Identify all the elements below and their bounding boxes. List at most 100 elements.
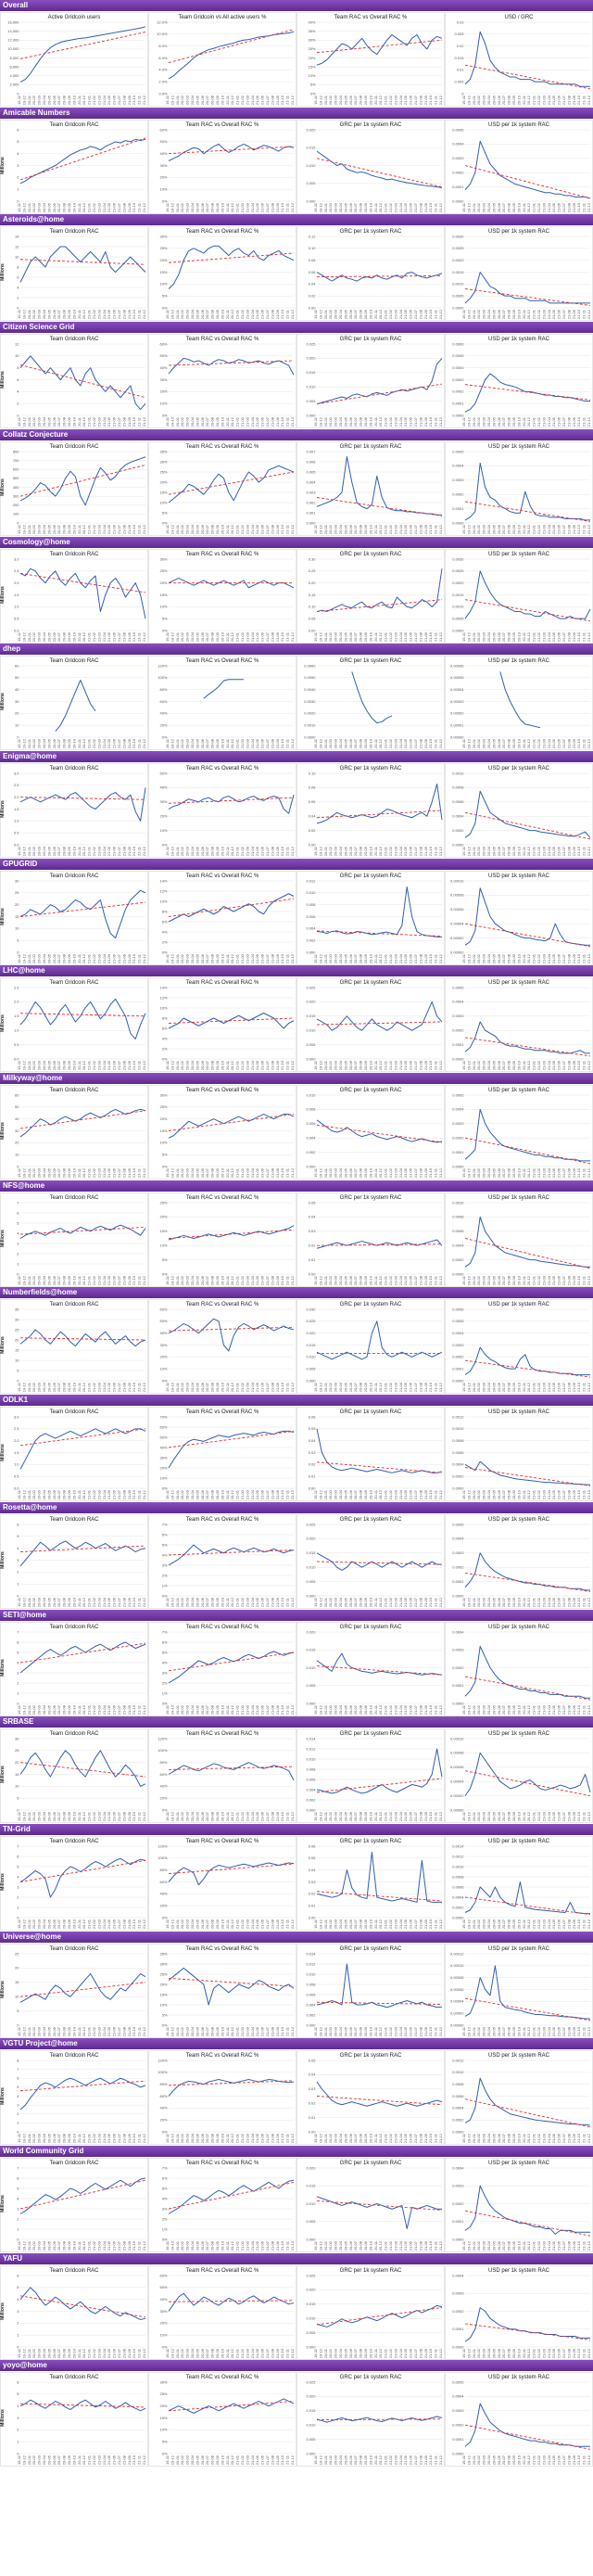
x-tick-label: 21-05 [551,2348,556,2358]
y-tick-label: 5 [17,139,19,144]
y-tick-label: 14 [15,235,19,239]
x-tick-label: 20-01 [175,2240,180,2251]
x-tick-label: 19-11 [313,1919,318,1929]
x-tick-label: 21-12 [142,95,146,105]
x-tick-label: 21-03 [541,1704,546,1715]
x-tick-label: 21-09 [423,1597,428,1607]
x-tick-label: 21-03 [245,1704,249,1715]
x-tick-label: 20-04 [486,310,491,320]
y-tick-label: 15 [15,1980,19,1984]
x-tick-label: 21-07 [117,1061,121,1071]
chart-frame [296,1836,445,1931]
x-tick-label: 20-05 [46,310,51,320]
x-tick-label: 21-09 [127,1489,132,1499]
x-tick-label: 21-03 [393,1597,397,1607]
y-tick-label: 0.015 [306,145,316,149]
y-tick-label: 30% [159,235,167,239]
chart-title: Team RAC vs Overall RAC % [186,122,259,128]
x-tick-label: 19-11 [165,1275,170,1285]
x-tick-label: 21-07 [413,1383,418,1393]
x-tick-label: 20-02 [328,1919,333,1929]
x-tick-label: 21-02 [92,95,96,105]
x-tick-label: 21-01 [87,2134,92,2144]
x-tick-label: 21-03 [541,631,546,642]
x-tick-label: 21-06 [409,1061,413,1071]
y-tick-label: 0.000 [306,1164,316,1168]
y-tick-label: 5 [17,1220,19,1225]
y-tick-label: 10,000 [7,46,19,51]
x-tick-label: 21-06 [409,524,413,534]
series-line [464,1021,590,1054]
x-tick-label: 21-03 [393,310,397,320]
y-tick-label: 0.10 [309,247,317,251]
x-tick-label: 20-03 [482,1275,486,1285]
x-tick-label: 21-05 [551,1383,556,1393]
x-tick-label: 21-12 [438,416,443,427]
x-tick-label: 20-04 [486,2455,491,2466]
x-tick-label: 20-03 [185,1811,190,1821]
y-tick-label: 0.02 [309,2101,317,2106]
y-tick-label: 2.0 [14,1438,19,1443]
x-tick-label: 20-09 [363,1919,368,1929]
x-tick-label: 21-12 [142,2026,146,2036]
y-tick-label: 0.0005 [452,127,464,132]
y-tick-label: 0.0004 [452,463,464,467]
x-tick-label: 21-03 [96,1383,101,1393]
y-tick-label: 0.002 [306,500,316,504]
y-tick-label: 0.025 [306,1320,316,1324]
trend-line [19,797,146,800]
x-tick-label: 20-05 [46,738,51,748]
x-tick-label: 20-04 [338,310,343,320]
x-tick-label: 20-09 [363,95,368,105]
x-tick-label: 21-10 [132,738,136,748]
x-tick-label: 20-08 [359,1919,363,1929]
x-tick-label: 21-04 [250,2026,255,2036]
y-tick-label: 0.0005 [452,986,464,990]
x-tick-label: 20-12 [82,2134,86,2144]
x-tick-label: 20-06 [348,524,353,534]
x-tick-label: 20-11 [225,95,230,105]
x-tick-label: 21-04 [398,953,403,963]
y-tick-label: 0.006 [306,459,316,464]
x-tick-label: 21-06 [112,1275,117,1285]
x-tick-label: 20-05 [46,1167,51,1178]
x-tick-label: 21-06 [409,1275,413,1285]
x-tick-label: 21-11 [137,1597,142,1607]
x-tick-label: 20-01 [27,310,32,320]
x-tick-label: 21-03 [96,2240,101,2251]
x-tick-label: 21-09 [127,846,132,856]
y-axis-label: Millions [0,1551,6,1569]
x-tick-label: 21-05 [403,1704,408,1715]
x-tick-label: 20-04 [338,2348,343,2358]
x-tick-label: 21-08 [566,95,571,105]
x-tick-label: 21-05 [551,1275,556,1285]
x-tick-label: 21-03 [541,2026,546,2036]
x-tick-label: 21-07 [413,95,418,105]
x-tick-label: 20-04 [42,202,46,212]
x-tick-label: 21-07 [413,202,418,212]
y-tick-label: 4 [17,2297,19,2302]
trend-line [464,2425,591,2451]
x-tick-label: 21-03 [393,846,397,856]
x-tick-label: 21-04 [102,2026,107,2036]
x-tick-label: 20-11 [522,310,526,320]
x-tick-label: 20-02 [328,1489,333,1499]
x-tick-label: 20-02 [476,2134,481,2144]
y-tick-label: 0.06 [309,1843,317,1848]
x-tick-label: 20-01 [175,524,180,534]
x-tick-label: 20-11 [522,1704,526,1715]
trend-line [464,2210,591,2237]
x-tick-label: 20-09 [67,953,71,963]
y-tick-label: 0.025 [306,1522,316,1526]
x-tick-label: 19-11 [17,1167,21,1178]
y-tick-label: 0.015 [306,1647,316,1651]
x-tick-label: 21-01 [532,310,536,320]
x-tick-label: 21-08 [270,1061,274,1071]
x-tick-label: 20-04 [338,631,343,642]
x-tick-label: 21-05 [107,2134,111,2144]
series-line [316,1748,443,1794]
x-tick-label: 21-05 [107,524,111,534]
y-tick-label: 10% [159,2428,167,2432]
y-tick-label: 0.03 [309,1229,317,1233]
x-tick-label: 21-06 [557,1489,561,1499]
